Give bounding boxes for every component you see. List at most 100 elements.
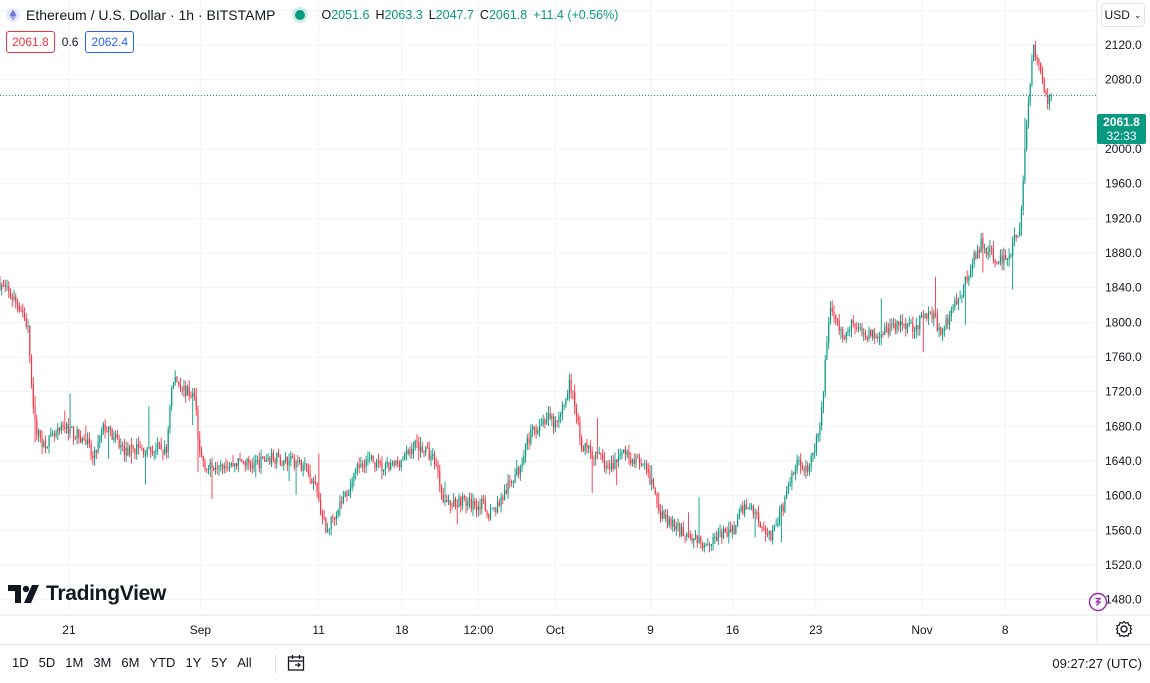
ohlc-open-label: O [321, 8, 332, 22]
candle-body [998, 261, 1000, 264]
candle-body [782, 505, 784, 512]
currency-selector[interactable]: USD ⌄ [1101, 3, 1145, 27]
candle-body [680, 527, 683, 536]
candle-body [829, 307, 832, 324]
candle-body [952, 307, 954, 310]
candle-body [421, 446, 423, 453]
ohlc-open: 2051.6 [331, 8, 370, 22]
sell-price-button[interactable]: 2061.8 [6, 31, 55, 53]
range-button-all[interactable]: All [237, 655, 252, 670]
toolbar-divider [275, 654, 276, 674]
candle-body [162, 449, 164, 455]
candle-body [635, 457, 637, 464]
candle-body [253, 462, 255, 469]
range-button-1d[interactable]: 1D [12, 655, 29, 670]
range-button-3m[interactable]: 3M [93, 655, 112, 670]
candle-body [460, 497, 462, 507]
candle-body [698, 536, 700, 543]
candle-body [833, 311, 835, 315]
symbol-legend[interactable]: Ethereum / U.S. Dollar · 1h · BITSTAMP O… [6, 6, 618, 24]
candle-body [963, 285, 965, 297]
candle-body [34, 406, 36, 421]
calendar-icon[interactable] [286, 653, 306, 673]
candle-body [931, 312, 933, 319]
candle-body [381, 462, 383, 472]
range-button-5d[interactable]: 5D [38, 655, 56, 670]
candle-body [1010, 255, 1012, 257]
candle-body [323, 516, 325, 519]
candle-body [733, 525, 735, 535]
candle-body [344, 492, 346, 497]
candle-body [430, 455, 432, 460]
candle-body [927, 311, 930, 319]
x-tick-label: 18 [395, 623, 409, 637]
candle-body [6, 286, 8, 287]
candle-body [738, 510, 740, 520]
range-button-1m[interactable]: 1M [65, 655, 84, 670]
candle-body [654, 487, 656, 494]
candle-body [20, 310, 22, 311]
candle-body [540, 424, 542, 426]
candle-body [365, 459, 367, 467]
price-chart[interactable]: 2160.02120.02080.02000.01960.01920.01880… [0, 0, 1150, 644]
candle-body [959, 297, 961, 299]
candle-body [736, 519, 739, 526]
candle-body [682, 527, 684, 536]
candle-body [116, 434, 118, 440]
candle-body [912, 323, 914, 332]
candle-body [570, 379, 572, 392]
buy-price-button[interactable]: 2062.4 [85, 31, 135, 53]
candle-body [172, 382, 175, 389]
candle-body [889, 324, 891, 334]
candle-body [197, 410, 199, 439]
tradingview-logo[interactable]: TradingView [8, 582, 166, 606]
range-button-ytd[interactable]: YTD [149, 655, 176, 670]
symbol-title[interactable]: Ethereum / U.S. Dollar · 1h · BITSTAMP [26, 7, 276, 23]
candle-body [249, 462, 252, 466]
candle-body [498, 501, 500, 506]
candle-body [751, 505, 753, 508]
candle-body [286, 457, 288, 466]
candle-body [321, 513, 323, 517]
events-icon[interactable] [1088, 592, 1108, 612]
candle-body [472, 501, 474, 510]
candle-body [419, 446, 422, 451]
candle-body [202, 455, 204, 461]
candle-body [843, 337, 846, 340]
candle-body [514, 475, 516, 483]
range-button-1y[interactable]: 1Y [185, 655, 202, 670]
candle-body [151, 452, 154, 454]
gear-icon[interactable] [1115, 620, 1133, 638]
candle-body [488, 514, 490, 519]
candle-body [30, 355, 33, 384]
candle-body [579, 421, 581, 439]
candle-body [440, 485, 443, 495]
candle-body [411, 449, 413, 455]
candles [0, 40, 1052, 553]
chart-area[interactable]: 2160.02120.02080.02000.01960.01920.01880… [0, 0, 1150, 644]
utc-clock[interactable]: 09:27:27 (UTC) [1052, 656, 1142, 671]
candle-body [433, 454, 436, 465]
range-button-6m[interactable]: 6M [121, 655, 140, 670]
candle-body [414, 441, 416, 448]
candle-body [241, 459, 243, 462]
candle-body [227, 467, 229, 469]
candle-body [542, 419, 544, 425]
candle-body [903, 323, 905, 325]
candle-body [223, 465, 225, 469]
candle-body [721, 531, 723, 538]
candle-body [235, 463, 238, 467]
candle-body [955, 300, 958, 305]
candle-body [495, 508, 497, 513]
candle-body [426, 447, 429, 449]
candle-body [898, 321, 900, 326]
candle-body [971, 264, 973, 271]
x-tick-label: 21 [62, 623, 76, 637]
candle-body [327, 529, 329, 532]
range-button-5y[interactable]: 5Y [211, 655, 228, 670]
candle-body [814, 450, 816, 453]
candle-body [892, 323, 895, 325]
candle-body [1045, 91, 1047, 95]
candle-body [684, 535, 686, 537]
candle-body [546, 419, 548, 424]
